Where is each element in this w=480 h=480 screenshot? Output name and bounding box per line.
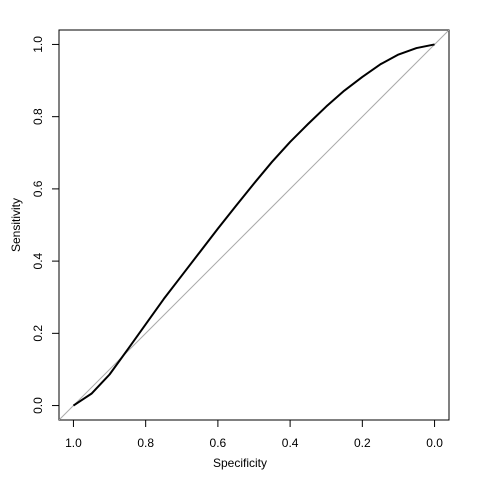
x-tick-label: 0.6 (210, 436, 227, 450)
x-tick-label: 0.8 (137, 436, 154, 450)
y-axis-label: Sensitivity (9, 198, 23, 252)
y-tick-label: 0.2 (31, 325, 45, 342)
x-tick-label: 1.0 (65, 436, 82, 450)
reference-line (59, 30, 449, 420)
y-tick-label: 0.0 (31, 397, 45, 414)
y-tick-label: 1.0 (31, 36, 45, 53)
x-tick-label: 0.4 (282, 436, 299, 450)
x-tick-label: 0.0 (426, 436, 443, 450)
x-tick-label: 0.2 (354, 436, 371, 450)
y-tick-label: 0.4 (31, 252, 45, 269)
x-axis-label: Specificity (213, 456, 267, 470)
y-tick-label: 0.8 (31, 108, 45, 125)
y-tick-label: 0.6 (31, 180, 45, 197)
roc-curve (72, 43, 435, 407)
